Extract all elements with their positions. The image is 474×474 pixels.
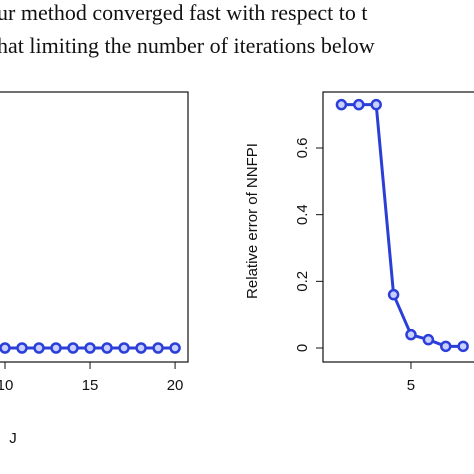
x-tick-label: 15 bbox=[82, 377, 99, 394]
point bbox=[16, 342, 28, 354]
point bbox=[405, 328, 417, 341]
point bbox=[169, 342, 181, 354]
paragraph-line: hat limiting the number of iterations be… bbox=[0, 33, 375, 58]
x-tick-label: 5 bbox=[407, 377, 415, 394]
point bbox=[152, 342, 164, 354]
point bbox=[422, 333, 435, 346]
y-tick-label: 0.2 bbox=[294, 271, 311, 292]
point bbox=[135, 342, 147, 354]
x-tick-label: 10 bbox=[0, 377, 13, 394]
paragraph-line: ur method converged fast with respect to… bbox=[0, 0, 367, 25]
point bbox=[0, 342, 11, 354]
point bbox=[457, 340, 469, 353]
x-tick-label: 20 bbox=[167, 377, 184, 394]
plot: 5 0 0.2 0.4 0.6 Relative error of NNFPI bbox=[244, 91, 474, 394]
point bbox=[440, 340, 452, 353]
point bbox=[101, 342, 113, 354]
y-tick-label: 0.4 bbox=[294, 204, 311, 225]
plot: 10 15 20 J bbox=[0, 91, 189, 447]
point bbox=[67, 342, 79, 354]
y-tick-label: 0 bbox=[294, 344, 311, 352]
plot-frame bbox=[0, 91, 189, 363]
series-line bbox=[341, 103, 464, 348]
point bbox=[335, 98, 348, 111]
point bbox=[353, 98, 365, 111]
point bbox=[118, 342, 130, 354]
y-axis-label: Relative error of NNFPI bbox=[244, 143, 261, 299]
x-axis-label: J bbox=[9, 430, 17, 447]
point bbox=[33, 342, 45, 354]
point bbox=[84, 342, 96, 354]
y-tick-label: 0.6 bbox=[294, 138, 311, 159]
point bbox=[387, 288, 400, 301]
point bbox=[370, 98, 382, 111]
point bbox=[50, 342, 62, 354]
plot-frame bbox=[322, 91, 474, 363]
